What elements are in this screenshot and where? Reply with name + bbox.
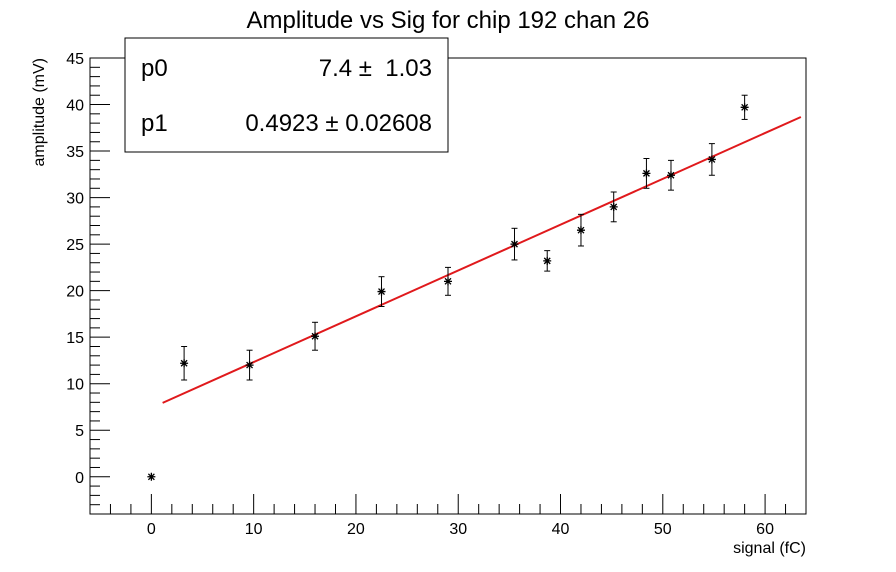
stats-p1-value: 0.4923 ± 0.02608 [245, 110, 432, 137]
stats-box-frame [124, 37, 449, 153]
y-tick-label: 25 [66, 237, 84, 254]
star-marker [245, 361, 254, 370]
star-marker [377, 287, 386, 296]
y-axis-ticks: 0 5 10 15 20 25 30 35 40 45 [66, 51, 110, 515]
star-marker [311, 332, 320, 341]
points-layer [147, 94, 749, 481]
y-tick-label: 35 [66, 144, 84, 161]
x-tick-label: 60 [756, 521, 774, 538]
data-point [510, 227, 519, 261]
y-tick-label: 20 [66, 284, 84, 301]
stats-p1-name: p1 [141, 110, 168, 137]
y-tick-label: 30 [66, 191, 84, 208]
fit-line [162, 116, 802, 404]
x-tick-label: 30 [449, 521, 467, 538]
y-tick-label: 40 [66, 98, 84, 115]
star-marker [444, 277, 452, 286]
x-tick-label: 10 [245, 521, 263, 538]
data-point [311, 321, 320, 351]
x-tick-label: 40 [552, 521, 570, 538]
y-tick-label: 45 [66, 51, 84, 68]
data-point [609, 191, 618, 223]
data-point [576, 213, 585, 247]
data-point [444, 266, 452, 296]
data-point [180, 345, 189, 381]
y-tick-label: 15 [66, 330, 84, 347]
data-point [543, 250, 552, 272]
fit-layer [162, 116, 802, 404]
y-axis-title: amplitude (mV) [31, 58, 48, 166]
star-marker [180, 359, 189, 368]
stats-p0-value: 7.4 ± 1.03 [319, 55, 432, 82]
star-marker [609, 202, 618, 211]
x-tick-label: 0 [147, 521, 156, 538]
x-axis-ticks: 0 10 20 30 40 50 60 [89, 494, 807, 538]
data-point [642, 158, 651, 189]
star-marker [642, 169, 651, 178]
data-point [147, 472, 156, 481]
y-tick-label: 10 [66, 377, 84, 394]
data-point [707, 143, 716, 176]
y-tick-label: 0 [75, 470, 84, 487]
chart-title: Amplitude vs Sig for chip 192 chan 26 [247, 7, 650, 34]
star-marker [147, 472, 156, 481]
stats-box: p0 7.4 ± 1.03 p1 0.4923 ± 0.02608 [124, 37, 449, 153]
star-marker [510, 240, 519, 249]
x-axis-title: signal (fC) [733, 540, 806, 557]
star-marker [707, 155, 716, 164]
star-marker [576, 226, 585, 235]
star-marker [666, 171, 675, 180]
stats-p0-name: p0 [141, 55, 168, 82]
x-tick-label: 20 [347, 521, 365, 538]
data-point [377, 276, 386, 307]
data-point [245, 349, 254, 381]
x-tick-label: 50 [654, 521, 672, 538]
y-tick-label: 5 [75, 423, 84, 440]
data-point [666, 159, 675, 191]
star-marker [543, 256, 552, 265]
star-marker [740, 103, 749, 112]
data-point [740, 94, 749, 120]
